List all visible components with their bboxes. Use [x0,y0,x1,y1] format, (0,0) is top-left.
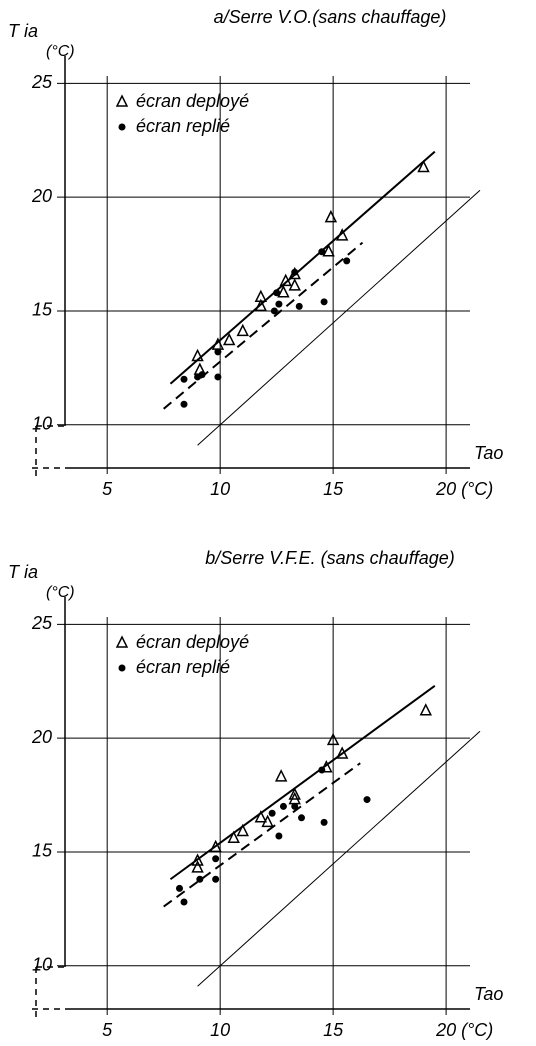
y-tick-label: 10 [32,955,52,975]
triangle-point [417,159,430,173]
dot-point [318,766,326,774]
y-tick-label: 15 [32,300,53,320]
dot-point [320,818,328,826]
legend-label: écran deployé [136,632,249,652]
triangle-point [222,332,236,346]
triangle-point [115,635,129,648]
triangle-point [261,814,274,828]
y-axis-label: T ia [8,562,38,582]
y-axis-unit: (°C) [46,584,75,601]
triangle-point [236,823,249,837]
legend-label: écran replié [136,116,230,136]
y-axis-unit: (°C) [46,43,75,60]
fit-line [169,150,436,385]
legend-label: écran replié [136,657,230,677]
dot-point [214,348,222,356]
y-axis-label: T ia [8,21,38,41]
dot-point [363,796,371,804]
triangle-point [279,273,292,287]
triangle-point [326,732,340,746]
fit-line [163,762,361,908]
dot-point [275,300,283,308]
dot-point [295,302,303,310]
dot-point [291,802,299,810]
triangle-point [191,860,204,873]
triangle-point [254,298,268,312]
chart-title: b/Serre V.F.E. (sans chauffage) [205,548,454,568]
triangle-point [335,746,349,759]
triangle-point [115,94,129,107]
dot-point [291,268,299,276]
x-axis-label: Tao [474,984,503,1004]
x-tick-label: 15 [323,479,344,499]
dot-point [279,802,287,810]
dot-point [273,289,281,297]
triangle-point [288,278,301,291]
triangle-point [419,703,432,716]
dot-point [270,307,278,315]
triangle-point [324,209,338,223]
fit-line [163,241,364,410]
y-tick-label: 20 [31,727,52,747]
dot-point [180,375,188,383]
triangle-point [277,285,290,298]
triangle-point [274,769,288,782]
y-tick-label: 25 [31,613,53,633]
fit-line [197,730,481,987]
legend-label: écran deployé [136,91,249,111]
x-tick-label: 20 (°C) [435,1020,493,1040]
panel: a/Serre V.O.(sans chauffage) T ia (°C) Tao 1… [8,7,503,499]
fit-line [169,684,436,881]
dot-point [118,664,126,672]
triangle-point [335,228,349,241]
dot-point [214,373,222,381]
y-tick-label: 10 [32,414,52,434]
dot-point [118,123,126,131]
dot-point [275,832,283,840]
x-tick-label: 5 [102,1020,113,1040]
x-tick-label: 15 [323,1020,344,1040]
y-tick-label: 15 [32,841,53,861]
dot-point [268,809,276,817]
triangle-point [209,839,222,853]
x-tick-label: 10 [210,1020,230,1040]
x-tick-label: 10 [210,479,230,499]
x-axis-label: Tao [474,443,503,463]
dot-point [343,257,351,265]
triangle-point [191,853,204,866]
dot-point [198,371,206,379]
dot-point [180,898,188,906]
dot-point [212,875,220,883]
triangle-point [288,787,301,800]
dot-point [320,298,328,306]
triangle-point [227,830,240,844]
dot-point [175,884,183,892]
panel: b/Serre V.F.E. (sans chauffage) T ia (°C) T… [8,548,503,1040]
y-tick-label: 25 [31,72,53,92]
dot-point [212,855,220,863]
triangle-point [191,348,204,362]
chart-title: a/Serre V.O.(sans chauffage) [214,7,447,27]
x-tick-label: 5 [102,479,113,499]
dot-point [196,875,204,883]
x-tick-label: 20 (°C) [435,479,493,499]
fit-line [197,189,481,446]
dot-point [318,248,326,256]
triangle-point [320,760,333,773]
y-tick-label: 20 [31,186,52,206]
dot-point [298,814,306,822]
dot-point [180,400,188,408]
triangle-point [254,810,268,823]
triangle-point [322,244,335,257]
triangle-point [236,323,249,337]
